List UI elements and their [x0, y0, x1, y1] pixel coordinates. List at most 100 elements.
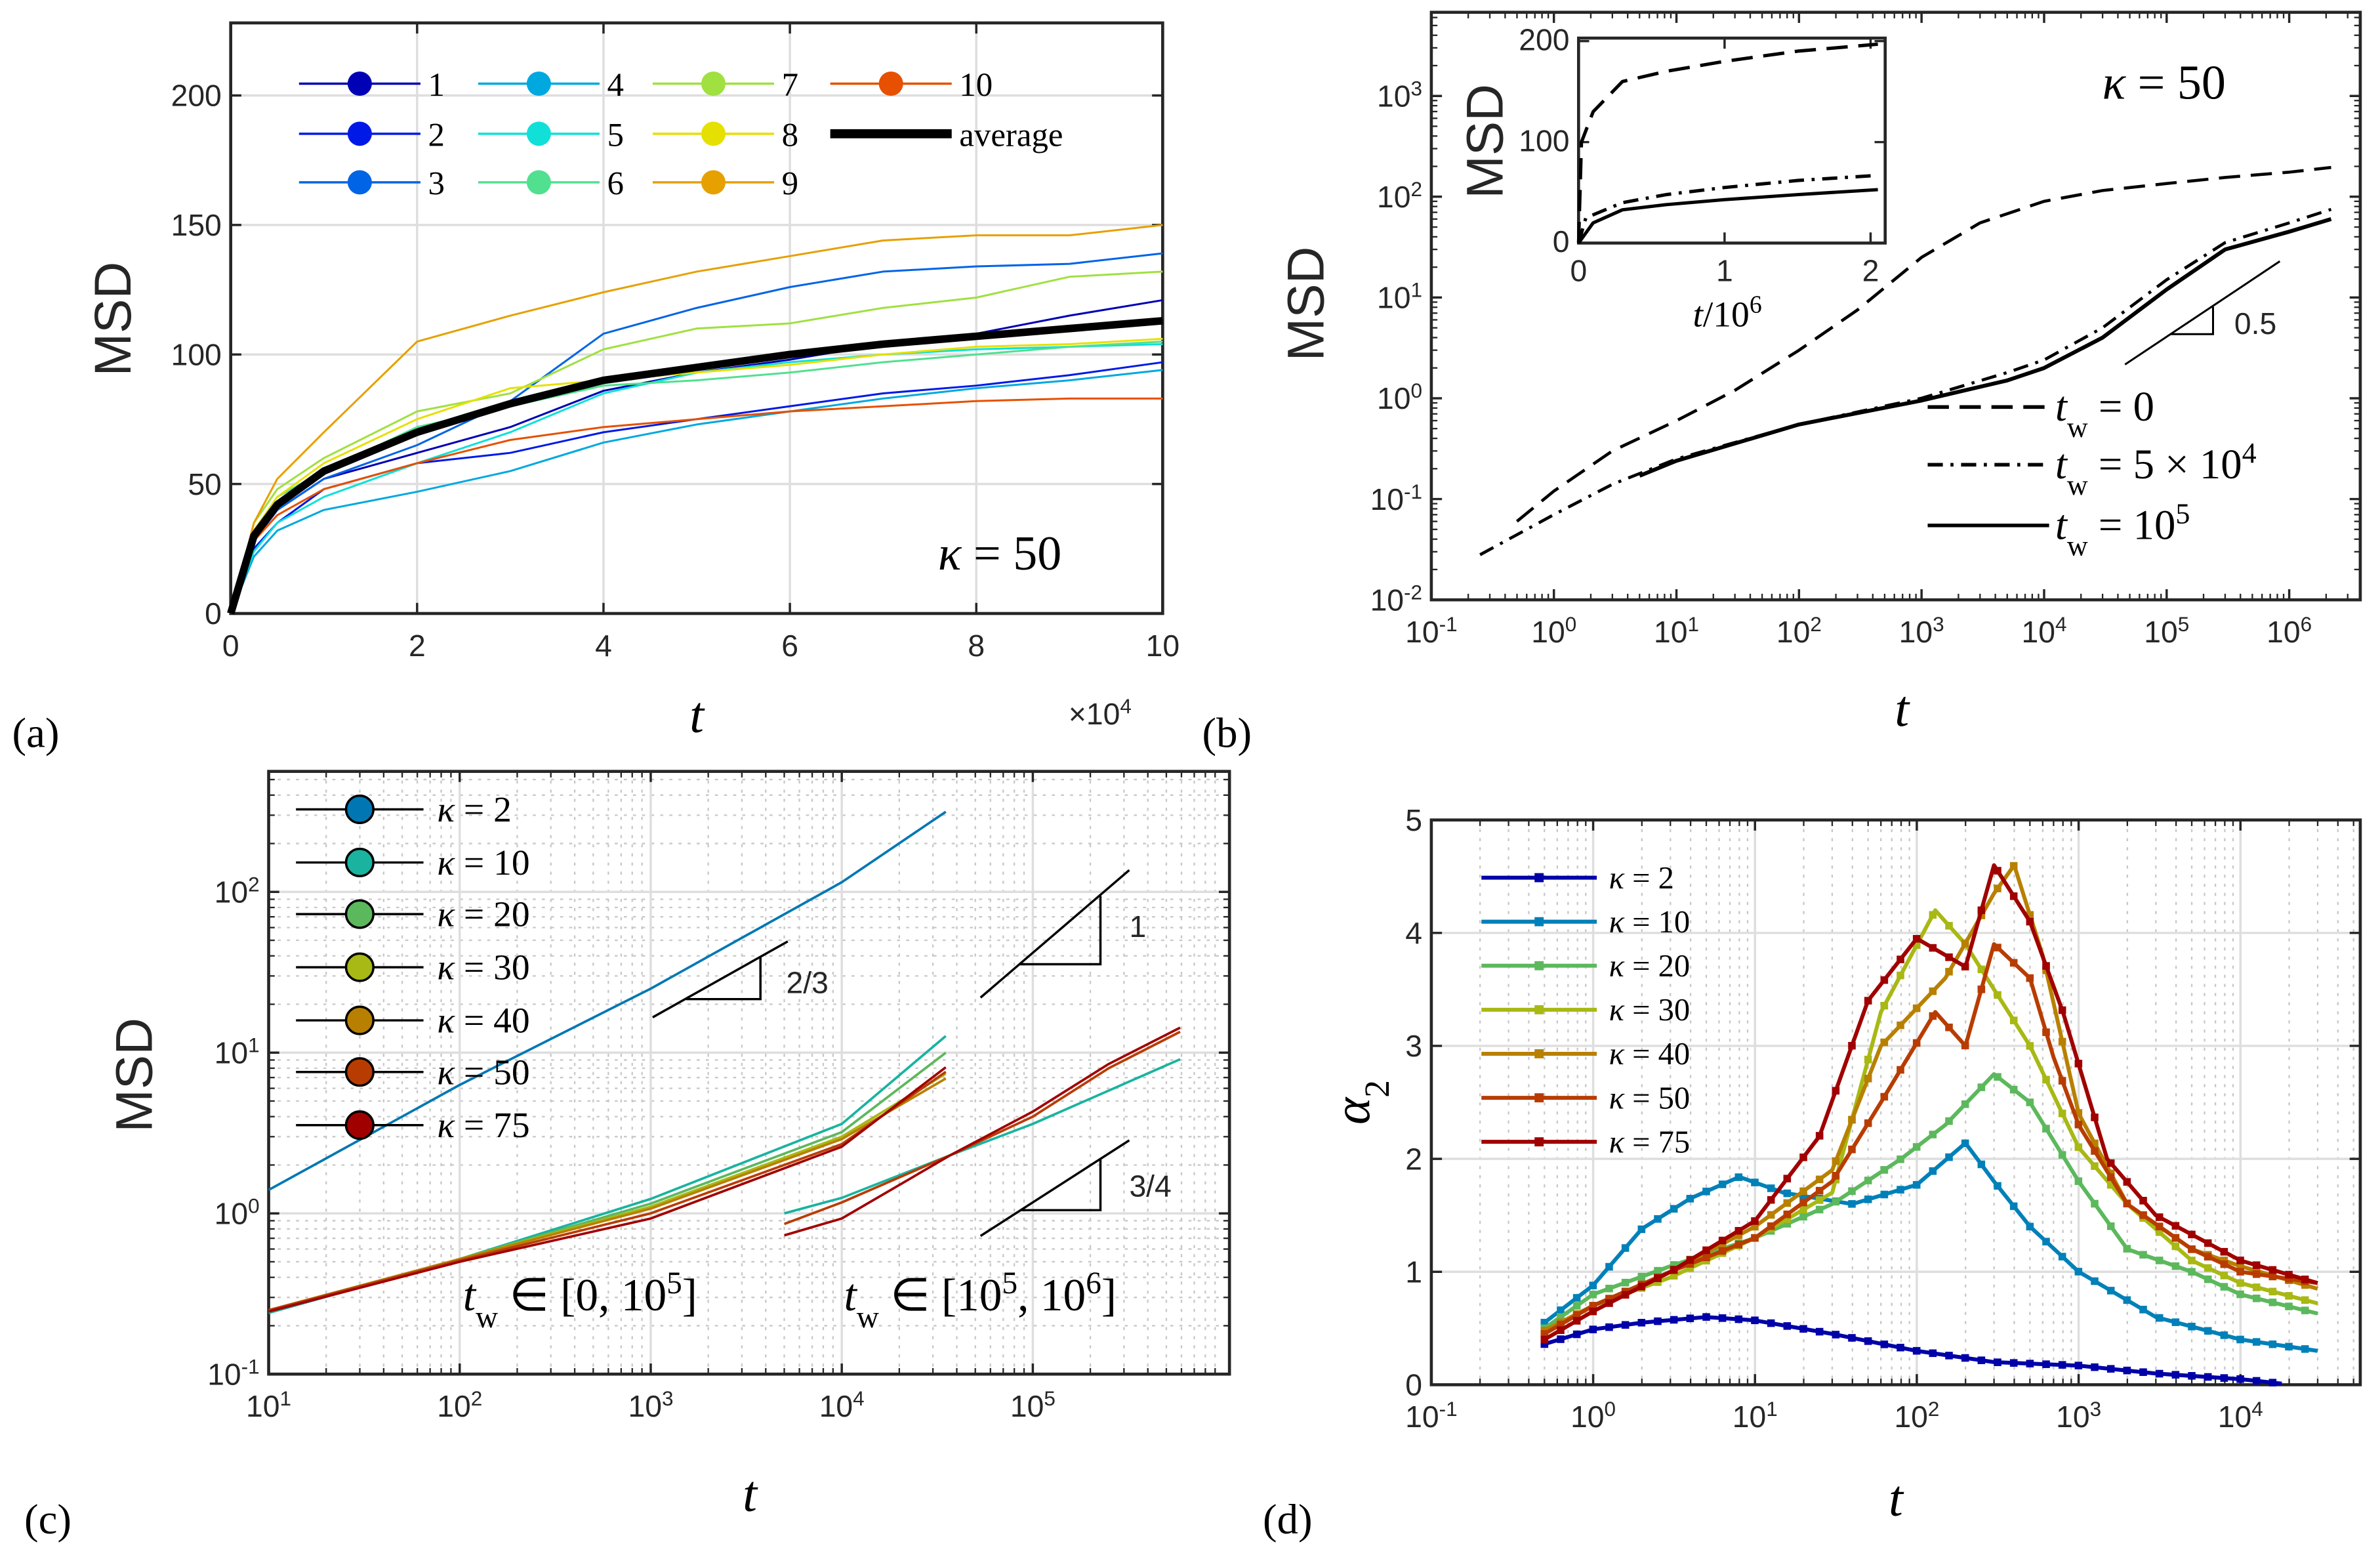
data-point: [1848, 1334, 1856, 1342]
data-point: [1589, 1307, 1597, 1316]
data-point: [1734, 1231, 1743, 1239]
data-point: [2009, 959, 2018, 967]
data-point: [2042, 1075, 2050, 1084]
y-tick-label: 200: [1519, 22, 1569, 56]
data-point: [1751, 1217, 1759, 1225]
legend-marker: [1534, 1049, 1544, 1058]
x-tick-label: 105: [1010, 1386, 1056, 1423]
data-point: [2285, 1302, 2293, 1310]
data-point: [2139, 1197, 2147, 1205]
data-point: [2058, 1151, 2066, 1159]
legend-label: tw = 105: [2055, 497, 2190, 562]
series-line-κ = 75: [268, 1066, 947, 1313]
legend-marker: [1534, 917, 1544, 926]
data-point: [2204, 1327, 2212, 1335]
data-point: [1848, 1041, 1856, 1050]
data-point: [2188, 1245, 2196, 1253]
data-point: [2058, 1006, 2066, 1014]
data-point: [1557, 1313, 1565, 1321]
legend-marker: [526, 121, 551, 146]
data-point: [2123, 1199, 2131, 1207]
data-point: [1815, 1327, 1824, 1336]
series-line-4: [230, 369, 1163, 614]
legend-marker: [344, 952, 375, 982]
x-tick-label: 8: [968, 629, 985, 663]
data-point: [1945, 1352, 1953, 1360]
y-tick-label: 200: [171, 79, 222, 113]
data-point: [2220, 1283, 2228, 1291]
data-point: [1977, 1083, 1986, 1091]
data-point: [1848, 1187, 1856, 1196]
x-tick-label: 104: [819, 1386, 865, 1423]
data-point: [2285, 1342, 2293, 1351]
data-point: [1621, 1291, 1630, 1299]
data-point: [1605, 1262, 1613, 1271]
data-point: [1557, 1306, 1565, 1314]
data-point: [1540, 1330, 1549, 1338]
data-point: [1572, 1330, 1581, 1339]
x-tick-label: 102: [1776, 612, 1822, 649]
data-point: [1912, 1143, 1921, 1151]
legend-marker: [1534, 873, 1544, 883]
legend-label: κ = 75: [1609, 1124, 1691, 1159]
data-point: [1912, 934, 1921, 943]
data-point: [1783, 1215, 1792, 1223]
data-point: [2123, 1245, 2131, 1253]
y-tick-label: 0: [1553, 224, 1570, 259]
data-point: [1929, 1349, 1937, 1358]
data-point: [1767, 1211, 1775, 1219]
legend-marker: [526, 71, 551, 96]
data-point: [1799, 1213, 1807, 1221]
data-point: [1702, 1253, 1710, 1262]
data-point: [2091, 1199, 2099, 1208]
slope-triangle: [686, 956, 762, 1001]
data-point: [1540, 1340, 1549, 1348]
data-point: [1848, 1115, 1856, 1124]
data-point: [1540, 1335, 1549, 1344]
data-point: [2171, 1318, 2180, 1326]
data-point: [2171, 1234, 2180, 1242]
data-point: [1670, 1272, 1678, 1280]
data-point: [1848, 1200, 1856, 1208]
data-point: [1799, 1325, 1807, 1333]
legend-entry: κ = 40: [296, 1001, 530, 1041]
data-point: [2042, 1028, 2050, 1036]
data-point: [1605, 1323, 1613, 1331]
data-point: [2204, 1239, 2212, 1247]
x-tick-label: 103: [2056, 1398, 2101, 1434]
data-point: [2106, 1169, 2115, 1178]
data-point: [1945, 1023, 1953, 1031]
axes-box: [1429, 10, 2362, 602]
data-point: [1897, 955, 1904, 963]
data-point: [1897, 1343, 1904, 1352]
data-point: [2155, 1222, 2164, 1230]
x-tick-label: 10: [1146, 629, 1180, 663]
data-point: [2220, 1260, 2228, 1268]
legend-label: κ = 10: [1609, 904, 1691, 940]
data-point: [1686, 1195, 1694, 1203]
data-point: [1848, 1145, 1856, 1154]
data-point: [1880, 1001, 1889, 1010]
data-point: [1637, 1282, 1646, 1291]
x-tick-label: 104: [2021, 612, 2066, 649]
data-point: [2204, 1253, 2212, 1261]
data-point: [2268, 1299, 2277, 1306]
y-tick-label: 101: [215, 1033, 260, 1070]
data-point: [2236, 1279, 2244, 1287]
legend-entry: κ = 75: [1481, 1124, 1690, 1159]
data-point: [2042, 1360, 2050, 1368]
data-point: [1734, 1315, 1743, 1323]
legend-entry: 1: [298, 67, 445, 104]
data-point: [1961, 1354, 1969, 1362]
slope-guide-line: [652, 940, 789, 1018]
data-point: [1994, 944, 2001, 951]
data-point: [2009, 892, 2018, 900]
y-tick-label: 50: [188, 467, 221, 501]
data-point: [2220, 1331, 2228, 1339]
data-point: [2058, 1361, 2066, 1369]
data-point: [2074, 1362, 2083, 1369]
data-point: [1718, 1180, 1727, 1188]
data-point: [1799, 1187, 1807, 1196]
legend-label: κ = 20: [437, 895, 529, 935]
